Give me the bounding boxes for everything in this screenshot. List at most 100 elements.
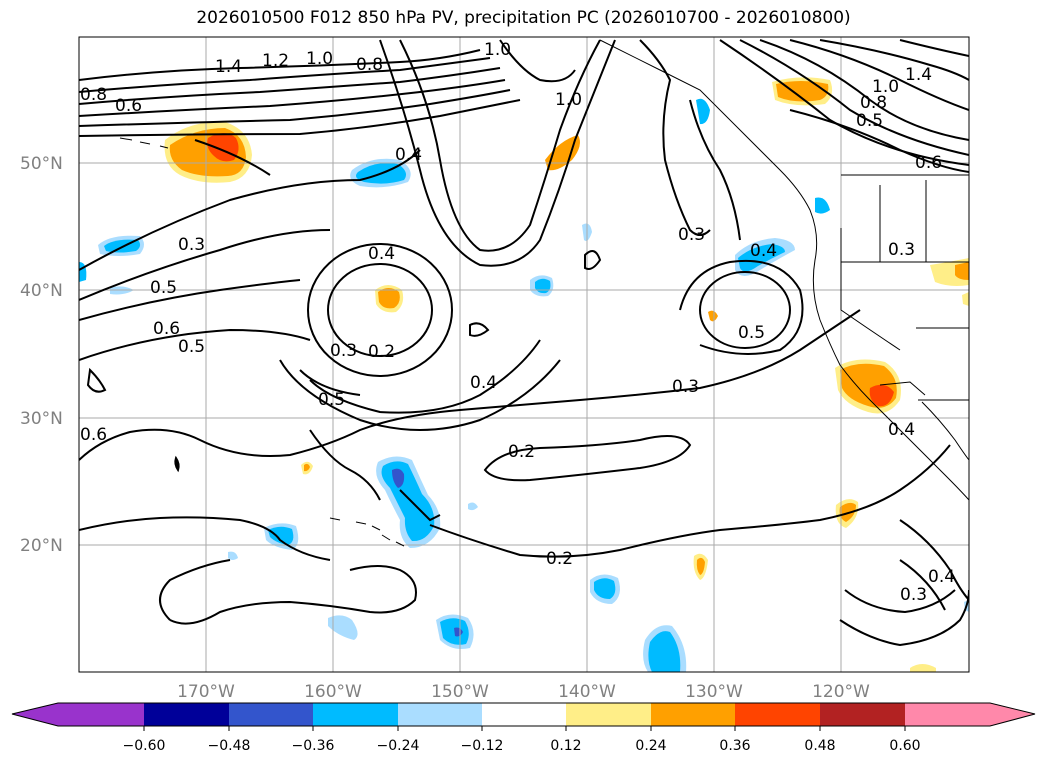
colorbar-tick-label: 0.24 xyxy=(635,738,666,754)
colorbar-tick-label: −0.24 xyxy=(377,738,420,754)
contour-label: 0.5 xyxy=(738,323,765,343)
colorbar-segment xyxy=(735,703,820,726)
precip-patch xyxy=(468,502,478,511)
contour-label: 0.8 xyxy=(860,93,887,113)
contour-label: 0.2 xyxy=(368,342,395,362)
contour-label: 0.3 xyxy=(900,585,927,605)
lat-label-40n: 40°N xyxy=(20,281,63,301)
latitude-labels: 50°N 40°N 30°N 20°N xyxy=(20,154,63,556)
precip-patch xyxy=(304,463,310,472)
colorbar-tick-label: 0.36 xyxy=(719,738,750,754)
precip-patch xyxy=(955,262,969,280)
contour-label: 0.5 xyxy=(150,278,177,298)
colorbar-tick-label: −0.60 xyxy=(123,738,166,754)
coastlines xyxy=(119,39,969,547)
contour-label: 0.4 xyxy=(888,420,915,440)
precip-patch xyxy=(535,278,551,294)
precip-patch xyxy=(696,557,705,575)
contour-label: 0.4 xyxy=(928,567,955,587)
contour-label: 0.3 xyxy=(888,240,915,260)
lon-label-170w: 170°W xyxy=(177,682,235,702)
contour-labels: 1.4 1.2 1.0 1.0 0.8 0.6 0.8 1.0 1.4 1.0 … xyxy=(80,40,955,605)
lon-label-140w: 140°W xyxy=(558,682,616,702)
precip-patch xyxy=(815,197,830,214)
lat-label-30n: 30°N xyxy=(20,409,63,429)
precip-patch xyxy=(708,310,718,322)
colorbar-segment xyxy=(820,703,905,726)
precip-patch xyxy=(738,244,785,272)
precip-patch xyxy=(392,468,405,488)
contour-label: 1.4 xyxy=(905,65,932,85)
contour-label: 0.6 xyxy=(915,153,942,173)
precip-patch xyxy=(378,288,400,309)
contour-label: 0.6 xyxy=(115,96,142,116)
colorbar-extend-high xyxy=(990,703,1035,726)
lon-label-130w: 130°W xyxy=(685,682,743,702)
precip-patch xyxy=(696,98,710,125)
contour-label: 0.4 xyxy=(395,145,422,165)
colorbar-outline xyxy=(11,702,1036,727)
colorbar-extend-low xyxy=(12,703,58,726)
contour-label: 1.0 xyxy=(872,77,899,97)
contour-label: 1.2 xyxy=(262,51,289,71)
precip-patch xyxy=(594,578,616,599)
precip-patch xyxy=(776,81,829,102)
map-title: 2026010500 F012 850 hPa PV, precipitatio… xyxy=(196,8,851,28)
colorbar-tick-label: −0.48 xyxy=(208,738,251,754)
precip-patch xyxy=(440,618,469,645)
contour-label: 0.5 xyxy=(178,337,205,357)
contour-label: 0.4 xyxy=(470,373,497,393)
precip-patch xyxy=(545,135,580,171)
contour-label: 0.4 xyxy=(368,244,395,264)
precip-patch xyxy=(910,664,936,672)
colorbar-tick-label: 0.48 xyxy=(804,738,835,754)
precip-patch xyxy=(962,292,969,306)
contour-label: 1.4 xyxy=(215,57,242,77)
colorbar-segment xyxy=(144,703,229,726)
colorbar-segment xyxy=(229,703,313,726)
colorbar-segment xyxy=(566,703,651,726)
colorbar-tick-label: 0.60 xyxy=(889,738,920,754)
colorbar-tick-label: −0.12 xyxy=(461,738,504,754)
colorbar-segment xyxy=(905,703,990,726)
precip-patch xyxy=(268,526,294,545)
precip-patch xyxy=(454,627,463,637)
colorbar-tick-label: 0.12 xyxy=(550,738,581,754)
contour-label: 1.0 xyxy=(555,90,582,110)
contour-label: 0.3 xyxy=(178,235,205,255)
pv-contours xyxy=(79,39,969,647)
precip-patch xyxy=(869,384,894,407)
colorbar-segment xyxy=(651,703,735,726)
contour-label: 0.3 xyxy=(672,377,699,397)
contour-label: 0.3 xyxy=(678,225,705,245)
contour-label: 0.8 xyxy=(80,85,107,105)
colorbar-ticks xyxy=(143,726,906,731)
colorbar-segment xyxy=(398,703,482,726)
precip-patch xyxy=(328,615,358,640)
colorbar-segment xyxy=(482,703,566,726)
colorbar-tick-label: −0.36 xyxy=(292,738,335,754)
colorbar-segment xyxy=(58,703,144,726)
lat-label-50n: 50°N xyxy=(20,154,63,174)
lat-label-20n: 20°N xyxy=(20,536,63,556)
contour-label: 0.2 xyxy=(546,549,573,569)
contour-label: 0.2 xyxy=(508,442,535,462)
contour-label: 0.8 xyxy=(356,55,383,75)
lon-label-120w: 120°W xyxy=(812,682,870,702)
contour-label: 0.6 xyxy=(153,319,180,339)
colorbar-segment xyxy=(313,703,398,726)
contour-label: 0.6 xyxy=(80,425,107,445)
longitude-labels: 170°W 160°W 150°W 140°W 130°W 120°W xyxy=(177,682,870,702)
contour-label: 0.3 xyxy=(330,341,357,361)
contour-label: 0.4 xyxy=(750,241,777,261)
contour-label: 1.0 xyxy=(306,49,333,69)
colorbar: −0.60 −0.48 −0.36 −0.24 −0.12 0.12 0.24 … xyxy=(11,702,1036,754)
lon-label-150w: 150°W xyxy=(431,682,489,702)
contour-label: 0.5 xyxy=(856,111,883,131)
contour-label: 0.5 xyxy=(318,390,345,410)
contour-label: 1.0 xyxy=(484,40,511,60)
map-frame xyxy=(78,36,970,673)
precip-patch xyxy=(648,631,681,672)
lon-label-160w: 160°W xyxy=(304,682,362,702)
